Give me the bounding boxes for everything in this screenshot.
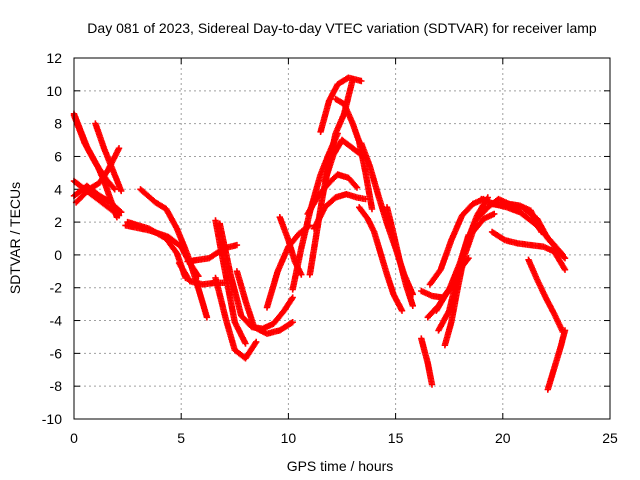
data-point-marker xyxy=(428,381,436,388)
data-series xyxy=(92,120,125,195)
data-series xyxy=(304,171,361,218)
data-series xyxy=(212,217,249,347)
x-tick-label: 5 xyxy=(177,430,185,446)
data-series xyxy=(418,335,436,388)
chart-title: Day 081 of 2023, Sidereal Day-to-day VTE… xyxy=(87,20,597,36)
x-tick-label: 25 xyxy=(602,430,618,446)
y-axis-label: SDTVAR / TECUs xyxy=(7,182,23,294)
x-tick-label: 20 xyxy=(495,430,511,446)
data-series xyxy=(356,204,406,314)
data-series xyxy=(70,110,121,221)
y-tick-label: 4 xyxy=(54,181,62,197)
data-point-marker xyxy=(491,210,498,218)
y-tick-label: -6 xyxy=(50,345,63,361)
y-tick-label: 8 xyxy=(54,116,62,132)
data-point-marker xyxy=(358,77,365,85)
data-point-marker xyxy=(242,340,249,347)
data-point-marker xyxy=(111,186,118,193)
data-point-marker xyxy=(398,307,406,314)
data-series xyxy=(544,327,569,393)
data-point-marker xyxy=(252,340,259,347)
y-tick-label: -10 xyxy=(42,411,62,427)
data-point-marker xyxy=(560,253,568,261)
data-point-marker xyxy=(368,205,376,213)
data-series xyxy=(317,74,365,135)
y-tick-label: 12 xyxy=(46,50,62,66)
y-tick-label: 0 xyxy=(54,247,62,263)
data-point-marker xyxy=(409,302,416,309)
data-point-marker xyxy=(561,266,569,273)
x-tick-label: 15 xyxy=(388,430,404,446)
data-point-marker xyxy=(288,295,295,303)
plot-frame xyxy=(73,57,611,420)
data-point-marker xyxy=(233,241,241,249)
data-point-marker xyxy=(203,314,211,321)
data-markers xyxy=(70,74,569,393)
data-series xyxy=(332,95,376,213)
data-point-marker xyxy=(464,256,471,263)
data-point-marker xyxy=(561,327,569,334)
y-tick-label: 6 xyxy=(54,148,62,164)
data-series xyxy=(383,204,416,309)
data-point-marker xyxy=(352,183,360,190)
y-tick-label: 2 xyxy=(54,214,62,230)
x-tick-label: 0 xyxy=(70,430,78,446)
data-point-marker xyxy=(115,145,123,152)
data-point-marker xyxy=(118,209,125,216)
data-series xyxy=(310,191,369,232)
data-point-marker xyxy=(253,338,260,346)
data-series xyxy=(433,255,472,314)
data-series xyxy=(488,200,569,262)
data-point-marker xyxy=(118,187,125,195)
data-point-marker xyxy=(110,184,117,192)
data-series xyxy=(233,268,296,337)
data-point-marker xyxy=(561,255,569,262)
data-series xyxy=(321,136,363,185)
y-tick-label: -4 xyxy=(50,313,63,329)
data-point-marker xyxy=(113,214,121,221)
y-tick-label: 10 xyxy=(46,83,62,99)
data-point-marker xyxy=(298,271,305,278)
x-tick-label: 10 xyxy=(281,430,297,446)
data-series xyxy=(212,274,260,362)
y-tick-label: -8 xyxy=(50,378,63,394)
x-axis-label: GPS time / hours xyxy=(287,458,394,474)
data-point-marker xyxy=(465,255,472,262)
data-point-marker xyxy=(353,184,361,191)
y-tick-label: -2 xyxy=(50,280,63,296)
tick-labels: 0 5 10 15 20 25 -10 -8 -6 -4 -2 0 2 4 6 8 10 12 xyxy=(42,50,618,446)
data-series xyxy=(216,220,296,332)
data-point-marker xyxy=(289,319,296,326)
data-series xyxy=(525,256,566,336)
grid-lines xyxy=(74,58,610,419)
data-series xyxy=(488,228,569,273)
data-point-marker xyxy=(289,294,296,301)
